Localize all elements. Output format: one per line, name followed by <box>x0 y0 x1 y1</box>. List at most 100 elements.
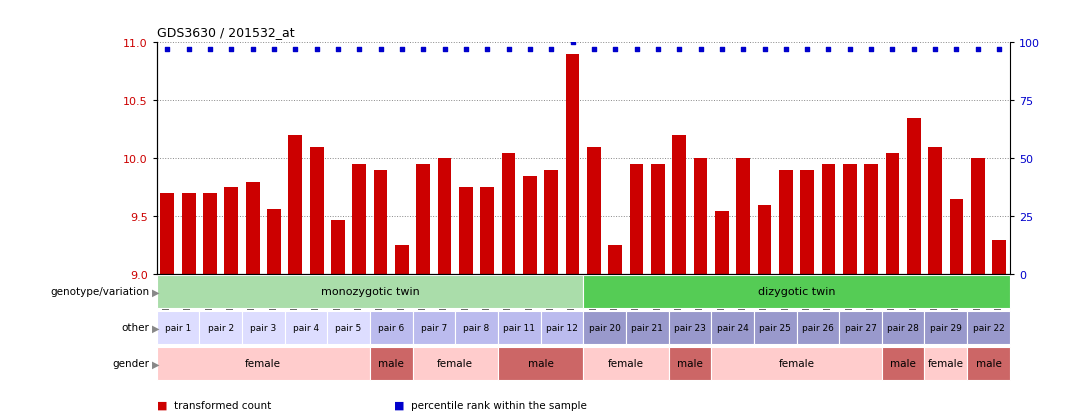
Point <box>927 47 944 54</box>
Bar <box>842 165 856 275</box>
Bar <box>968 311 1010 344</box>
Point <box>180 47 198 54</box>
Bar <box>882 347 924 380</box>
Text: pair 21: pair 21 <box>631 323 663 332</box>
Point <box>756 47 773 54</box>
Text: ▶: ▶ <box>152 358 160 368</box>
Bar <box>712 347 882 380</box>
Text: female: female <box>437 358 473 368</box>
Bar <box>779 171 793 275</box>
Text: pair 29: pair 29 <box>930 323 962 332</box>
Text: pair 24: pair 24 <box>717 323 748 332</box>
Text: female: female <box>608 358 644 368</box>
Bar <box>968 347 1010 380</box>
Point <box>734 47 752 54</box>
Point <box>820 47 837 54</box>
Bar <box>583 347 669 380</box>
Text: pair 1: pair 1 <box>165 323 191 332</box>
Point <box>266 47 283 54</box>
Point <box>457 47 474 54</box>
Text: other: other <box>121 323 149 332</box>
Point <box>201 47 218 54</box>
Point <box>244 47 261 54</box>
Bar <box>669 311 711 344</box>
Point <box>542 47 559 54</box>
Bar <box>181 194 195 275</box>
Bar <box>928 147 942 275</box>
Bar <box>242 311 285 344</box>
Bar <box>456 311 498 344</box>
Bar <box>971 159 985 275</box>
Text: pair 3: pair 3 <box>251 323 276 332</box>
Bar <box>630 165 644 275</box>
Bar <box>693 159 707 275</box>
Point <box>692 47 710 54</box>
Text: pair 6: pair 6 <box>378 323 404 332</box>
Point <box>905 47 922 54</box>
Text: pair 20: pair 20 <box>589 323 621 332</box>
Bar <box>199 311 242 344</box>
Bar <box>544 171 558 275</box>
Text: pair 2: pair 2 <box>207 323 233 332</box>
Bar <box>924 311 968 344</box>
Text: transformed count: transformed count <box>174 400 271 410</box>
Bar <box>437 159 451 275</box>
Bar <box>498 311 540 344</box>
Text: male: male <box>378 358 404 368</box>
Bar <box>540 311 583 344</box>
Text: female: female <box>928 358 963 368</box>
Point <box>522 47 539 54</box>
Text: pair 7: pair 7 <box>421 323 447 332</box>
Text: female: female <box>245 358 281 368</box>
Bar <box>566 55 580 275</box>
Bar <box>310 147 324 275</box>
Point <box>500 47 517 54</box>
Point <box>159 47 176 54</box>
Point <box>286 47 303 54</box>
Bar <box>669 347 711 380</box>
Bar <box>395 246 409 275</box>
Text: ▶: ▶ <box>152 287 160 297</box>
Text: GDS3630 / 201532_at: GDS3630 / 201532_at <box>157 26 294 39</box>
Point <box>308 47 325 54</box>
Point <box>798 47 815 54</box>
Bar <box>369 347 413 380</box>
Text: pair 4: pair 4 <box>293 323 319 332</box>
Point <box>671 47 688 54</box>
Bar <box>267 210 281 275</box>
Text: male: male <box>975 358 1001 368</box>
Point <box>841 47 859 54</box>
Text: pair 27: pair 27 <box>845 323 877 332</box>
Point <box>778 47 795 54</box>
Bar <box>757 205 771 275</box>
Bar <box>651 165 665 275</box>
Bar <box>288 136 302 275</box>
Bar <box>949 199 963 275</box>
Bar <box>413 311 456 344</box>
Bar <box>822 165 836 275</box>
Point <box>436 47 454 54</box>
Point <box>585 47 603 54</box>
Text: genotype/variation: genotype/variation <box>50 287 149 297</box>
Point <box>415 47 432 54</box>
Bar <box>737 159 751 275</box>
Text: pair 12: pair 12 <box>545 323 578 332</box>
Bar <box>586 147 600 275</box>
Bar <box>715 211 729 275</box>
Bar <box>583 311 626 344</box>
Point <box>478 47 496 54</box>
Bar <box>583 275 1010 308</box>
Bar <box>797 311 839 344</box>
Bar <box>157 275 583 308</box>
Text: dizygotic twin: dizygotic twin <box>758 287 835 297</box>
Bar <box>327 311 369 344</box>
Bar <box>993 240 1007 275</box>
Point <box>372 47 389 54</box>
Bar <box>369 311 413 344</box>
Bar <box>523 176 537 275</box>
Bar <box>498 347 583 380</box>
Bar <box>160 194 174 275</box>
Text: pair 23: pair 23 <box>674 323 706 332</box>
Text: gender: gender <box>112 358 149 368</box>
Point <box>990 47 1008 54</box>
